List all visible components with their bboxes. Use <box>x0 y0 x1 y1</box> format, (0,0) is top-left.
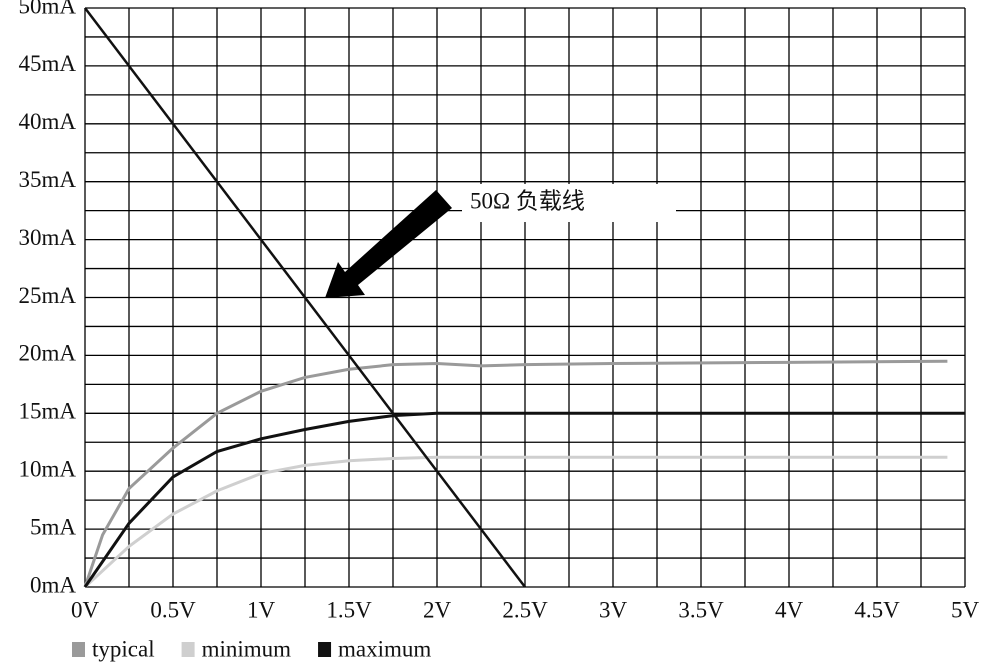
legend-label: maximum <box>338 636 431 661</box>
x-tick-label: 0.5V <box>150 597 196 622</box>
y-tick-label: 5mA <box>30 514 76 539</box>
annotation-text: 50Ω 负载线 <box>470 188 585 213</box>
legend-label: minimum <box>202 636 292 661</box>
annotation-background <box>462 184 676 222</box>
labels: 0V 0.5V 1V 1.5V 2V 2.5V 3V 3.5V 4V 4.5V 5V 0mA 5mA 10… <box>19 0 980 661</box>
x-tick-label: 1.5V <box>326 597 372 622</box>
x-tick-label: 1V <box>247 597 276 622</box>
x-tick-label: 2.5V <box>502 597 548 622</box>
legend-swatch <box>181 642 195 657</box>
legend-swatch <box>72 642 85 657</box>
y-tick-label: 25mA <box>19 283 77 308</box>
y-tick-label: 0mA <box>30 572 76 597</box>
x-tick-label: 3.5V <box>678 597 724 622</box>
y-tick-label: 15mA <box>19 399 77 424</box>
line <box>84 7 526 588</box>
y-tick-label: 45mA <box>19 51 77 76</box>
y-tick-label: 10mA <box>19 456 77 481</box>
annotation-arrow <box>325 190 452 298</box>
legend-swatch <box>318 642 332 657</box>
y-tick-label: 50mA <box>19 0 77 18</box>
line <box>83 411 965 588</box>
curves <box>83 7 965 589</box>
x-tick-label: 3V <box>599 597 628 622</box>
y-tick-label: 35mA <box>19 167 77 192</box>
x-tick-label: 0V <box>71 597 100 622</box>
grid <box>84 7 966 588</box>
line <box>83 455 948 589</box>
y-tick-label: 30mA <box>19 225 77 250</box>
y-tick-label: 20mA <box>19 341 77 366</box>
line <box>83 359 948 588</box>
x-tick-label: 5V <box>951 597 980 622</box>
x-tick-label: 4V <box>775 597 804 622</box>
x-tick-label: 2V <box>423 597 452 622</box>
legend-label: typical <box>92 636 155 661</box>
x-tick-label: 4.5V <box>854 597 900 622</box>
y-tick-label: 40mA <box>19 109 77 134</box>
annotation: 50Ω 负载线 <box>325 184 676 298</box>
